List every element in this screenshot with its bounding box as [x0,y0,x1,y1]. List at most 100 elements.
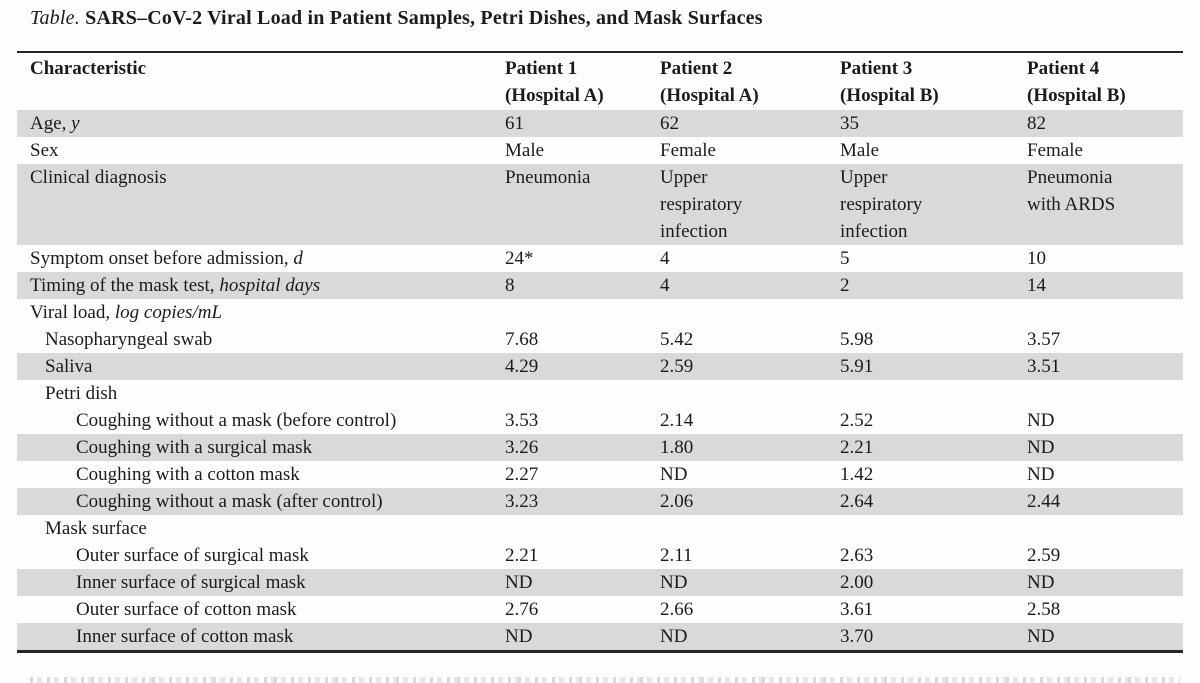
table-row: Mask surface [17,515,1183,542]
cell-value: 7.68 [505,329,539,350]
cell-value: 10 [1027,248,1046,269]
row-label: Sex [30,140,59,161]
cell-value: 8 [505,275,515,296]
cell-value: 5.42 [660,329,694,350]
cell-value: 2.59 [660,356,694,377]
header-patient-2-hospital: (Hospital A) [660,85,759,106]
cell-value: ND [1027,410,1055,431]
cell-value: ND [1027,626,1055,647]
cell-value: Female [660,140,716,161]
row-label: Inner surface of surgical mask [76,572,306,593]
table-row: Outer surface of surgical mask 2.21 2.11 2.… [17,542,1183,569]
cell-value: 2.52 [840,410,874,431]
cell-value: 2.14 [660,410,694,431]
table-row: Age, y 61 62 35 82 [17,110,1183,137]
row-label: Outer surface of surgical mask [76,545,309,566]
cell-value: 3.51 [1027,356,1061,377]
cell-value: 2.00 [840,572,874,593]
cell-value: 3.26 [505,437,539,458]
table-row: Outer surface of cotton mask 2.76 2.66 3.61… [17,596,1183,623]
cell-value: Male [505,140,545,161]
table-row: Coughing without a mask (after control) 3… [17,488,1183,515]
cell-value: 3.23 [505,491,539,512]
row-label: Petri dish [45,383,118,404]
table-title-prefix: Table. [30,7,80,29]
cell-value: 82 [1027,113,1046,134]
header-patient-4-hospital: (Hospital B) [1027,85,1126,106]
cell-value: Pneumonia [505,167,591,188]
cell-value: 61 [505,113,524,134]
table-row: Clinical diagnosis Pneumonia Upper respira… [17,164,1183,245]
header-patient-4-name: Patient 4 [1027,58,1100,79]
header-characteristic: Characteristic [30,58,147,79]
clipped-footnote-remnant [30,677,1180,683]
cell-value: 2.66 [660,599,694,620]
cell-value: 2.06 [660,491,694,512]
row-label: Inner surface of cotton mask [76,626,294,647]
row-label: Clinical diagnosis [30,167,167,188]
cell-value: 2.21 [840,437,874,458]
cell-value: Male [840,140,880,161]
table-row: Petri dish [17,380,1183,407]
cell-value: 2.58 [1027,599,1061,620]
cell-value: 4.29 [505,356,539,377]
header-patient-3: Patient 3 (Hospital B) [840,53,1027,110]
cell-value: 14 [1027,275,1046,296]
row-label: Outer surface of cotton mask [76,599,297,620]
cell-value: 2.76 [505,599,539,620]
header-patient-1: Patient 1 (Hospital A) [505,53,660,110]
table-row: Coughing without a mask (before control)… [17,407,1183,434]
data-table: Characteristic Patient 1 (Hospital A) Pat… [17,51,1183,653]
cell-value: ND [505,572,533,593]
row-label: Symptom onset before admission, d [30,248,303,269]
cell-value: 35 [840,113,859,134]
table-row: Nasopharyngeal swab 7.68 5.42 5.98 3.57 [17,326,1183,353]
row-label: Saliva [45,356,93,377]
cell-value: 2.11 [660,545,693,566]
cell-value: 2.64 [840,491,874,512]
header-patient-4: Patient 4 (Hospital B) [1027,53,1183,110]
row-label: Nasopharyngeal swab [45,329,213,350]
cell-value: ND [505,626,533,647]
cell-value: ND [1027,437,1055,458]
table-title-text: SARS–CoV-2 Viral Load in Patient Samples… [85,7,763,29]
cell-value: 1.80 [660,437,694,458]
cell-value: 5 [840,248,850,269]
cell-value: ND [660,572,688,593]
cell-value: Upper respiratory infection [660,167,743,242]
cell-value: Upper respiratory infection [840,167,923,242]
cell-value: ND [660,626,688,647]
cell-value: 3.61 [840,599,874,620]
cell-value: ND [1027,464,1055,485]
cell-value: ND [660,464,688,485]
row-label: Age, y [30,113,80,134]
cell-value: 3.53 [505,410,539,431]
cell-value: 2.44 [1027,491,1061,512]
cell-value: 2.59 [1027,545,1061,566]
cell-value: 3.57 [1027,329,1061,350]
cell-value: 24* [505,248,534,269]
cell-value: 3.70 [840,626,874,647]
table-row: Inner surface of cotton mask ND ND 3.70 ND [17,623,1183,650]
cell-value: Female [1027,140,1083,161]
cell-value: 5.91 [840,356,874,377]
row-label: Coughing with a surgical mask [76,437,313,458]
table-row: Timing of the mask test, hospital days 8 4… [17,272,1183,299]
header-patient-2-name: Patient 2 [660,58,733,79]
cell-value: 5.98 [840,329,874,350]
cell-value: ND [1027,572,1055,593]
table-row: Inner surface of surgical mask ND ND 2.00 ND [17,569,1183,596]
row-label: Coughing without a mask (after control) [76,491,383,512]
row-label: Viral load, log copies/mL [30,302,223,323]
cell-value: 4 [660,248,670,269]
row-label: Mask surface [45,518,147,539]
header-patient-3-hospital: (Hospital B) [840,85,939,106]
header-patient-1-hospital: (Hospital A) [505,85,604,106]
row-label: Timing of the mask test, hospital days [30,275,321,296]
row-label: Coughing with a cotton mask [76,464,300,485]
table-title: Table. SARS–CoV-2 Viral Load in Patient … [30,6,763,30]
table-header-row: Characteristic Patient 1 (Hospital A) Pat… [17,53,1183,110]
table-row: Saliva 4.29 2.59 5.91 3.51 [17,353,1183,380]
header-patient-1-name: Patient 1 [505,58,578,79]
